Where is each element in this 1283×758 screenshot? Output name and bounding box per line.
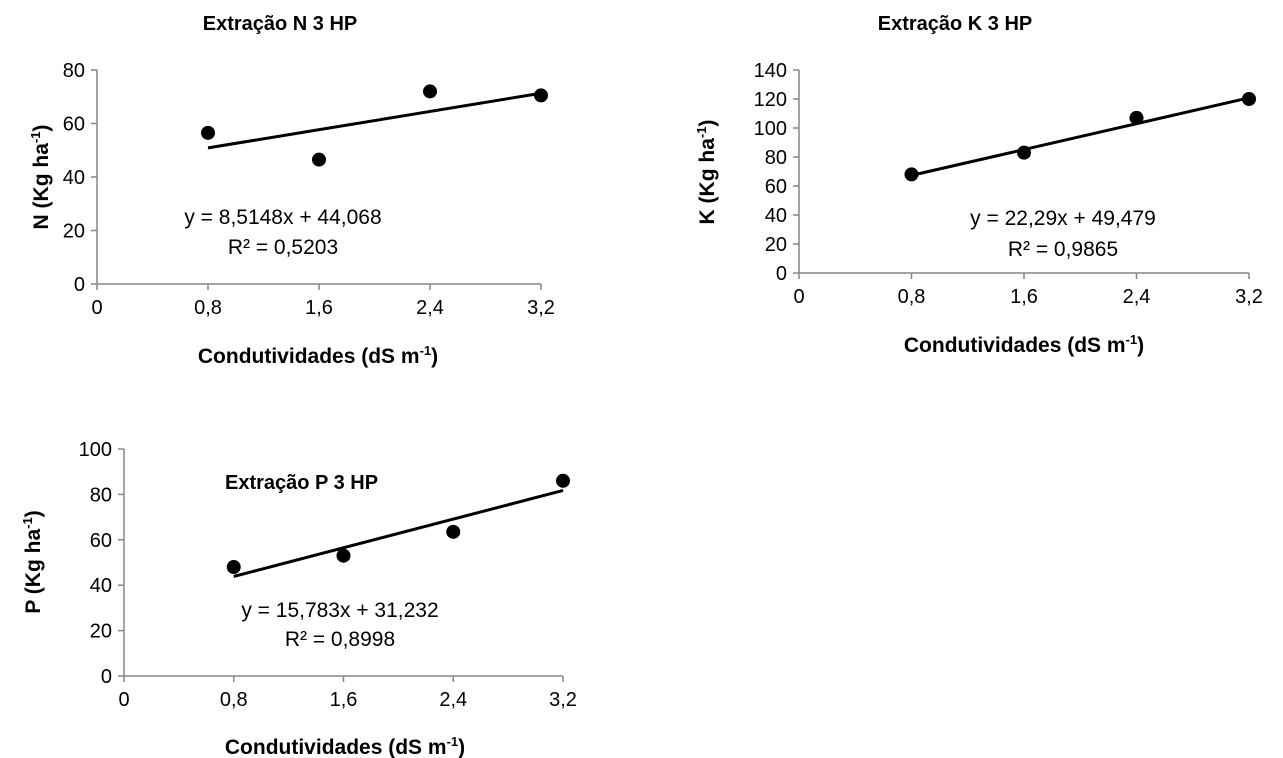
data-point [226,560,241,575]
x-axis-label-close: ) [458,736,465,758]
chart-2: Extração K 3 HP 0 20 40 60 80 100 120 140 0 0,8 1,6… [694,13,1263,357]
x-tick-label: 2,4 [1123,286,1151,308]
y-tick-label: 80 [90,484,112,506]
r-squared: R² = 0,8998 [285,628,395,651]
y-tick-label: 100 [754,118,787,140]
data-point [336,548,351,563]
data-point [534,88,548,103]
y-axis-label: N (Kg ha-1) [28,125,53,230]
y-tick-label: 0 [74,274,85,296]
chart-1: Extração N 3 HP 0 20 40 60 80 0 0,8 1,6 2,4 3,2 y =… [28,13,555,368]
x-tick-label: 0,8 [898,286,926,308]
x-tick-label: 1,6 [305,297,333,319]
r-squared: R² = 0,9865 [1008,238,1118,261]
data-point [312,152,326,167]
y-tick-label: 20 [90,621,112,643]
data-point [1129,110,1144,125]
x-tick-label: 2,4 [439,689,467,711]
data-point [201,125,215,140]
chart-title: Extração N 3 HP [203,13,358,35]
data-point [904,167,919,182]
x-axis-label-exponent: -1 [1126,332,1138,347]
y-tick-label: 120 [754,89,787,111]
y-tick-label: 0 [776,263,787,285]
y-axis-label-main: P (Kg ha [22,529,45,614]
x-tick-label: 3,2 [527,297,555,319]
chart-title: Extração K 3 HP [878,13,1033,35]
x-axis-label-main: Condutividades (dS m [198,345,420,368]
x-tick-label: 1,6 [1010,286,1038,308]
y-axis-label: K (Kg ha-1) [694,120,719,225]
x-axis-label-exponent: -1 [447,734,459,749]
trendline [207,91,542,150]
y-axis-label-main: N (Kg ha [30,143,53,230]
data-point [446,524,461,539]
data-point [423,84,437,99]
x-axis-label-exponent: -1 [420,343,432,358]
data-point [1017,145,1031,160]
x-tick-label: 0 [793,286,804,308]
x-axis-label-close: ) [431,345,438,368]
y-axis-label-close: ) [22,510,45,517]
x-tick-label: 3,2 [1235,286,1263,308]
y-tick-label: 80 [63,60,85,82]
trendline [233,489,564,578]
x-axis-label-close: ) [1137,334,1144,357]
x-axis-label: Condutividades (dS m-1) [198,343,438,368]
regression-equation: y = 8,5148x + 44,068 [184,206,381,229]
trendline [911,96,1250,177]
x-tick-label: 2,4 [416,297,444,319]
y-axis-label-exponent: -1 [20,517,35,529]
y-tick-label: 140 [754,60,787,82]
y-axis-label-exponent: -1 [694,127,709,139]
y-tick-label: 20 [765,234,787,256]
r-squared: R² = 0,5203 [228,236,338,259]
x-tick-label: 0 [118,689,129,711]
data-point [556,473,570,488]
y-axis-label-exponent: -1 [28,132,43,144]
y-tick-label: 20 [63,221,85,243]
data-point [1242,92,1256,106]
x-axis-label: Condutividades (dS m-1) [904,332,1144,357]
y-tick-label: 40 [765,205,787,227]
regression-equation: y = 15,783x + 31,232 [241,599,438,622]
y-axis-label-main: K (Kg ha [696,138,719,225]
y-tick-label: 80 [765,147,787,169]
y-axis-label-close: ) [696,120,719,127]
y-tick-label: 60 [765,176,787,198]
y-axis-label: P (Kg ha-1) [20,510,45,613]
x-axis-label-main: Condutividades (dS m [225,736,447,758]
x-tick-label: 0 [91,297,102,319]
y-tick-label: 40 [63,167,85,189]
x-tick-label: 0,8 [220,689,248,711]
y-axis-label-close: ) [30,125,53,132]
y-tick-label: 60 [90,530,112,552]
y-tick-label: 100 [79,439,112,461]
x-axis-label-main: Condutividades (dS m [904,334,1126,357]
x-axis-label: Condutividades (dS m-1) [225,734,465,758]
y-tick-label: 0 [101,666,112,688]
chart-title: Extração P 3 HP [225,472,378,494]
x-tick-label: 0,8 [194,297,222,319]
y-tick-label: 40 [90,575,112,597]
regression-equation: y = 22,29x + 49,479 [970,207,1156,230]
y-tick-label: 60 [63,114,85,136]
x-tick-label: 3,2 [549,689,577,711]
x-tick-label: 1,6 [330,689,358,711]
chart-3: Extração P 3 HP 0 20 40 60 80 100 0 0,8 1,6 2,4 3,2… [20,439,577,758]
